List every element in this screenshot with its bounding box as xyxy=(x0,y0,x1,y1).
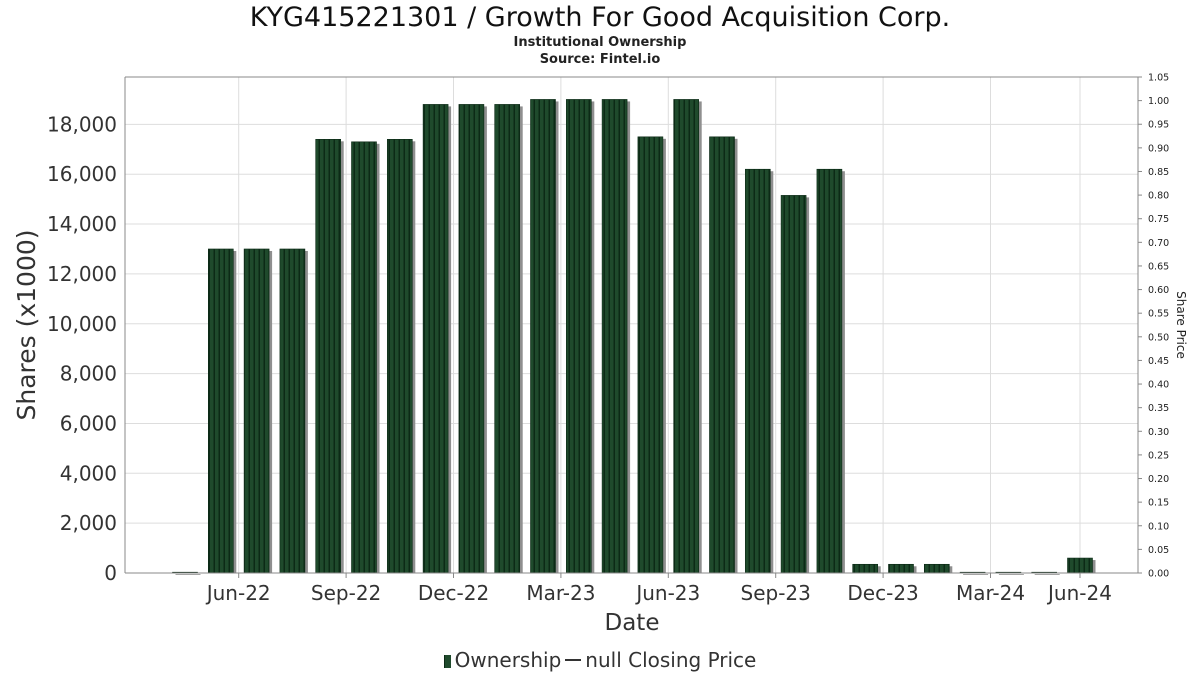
y2-tick-label: 0.90 xyxy=(1148,143,1169,154)
y2-tick-label: 0.20 xyxy=(1148,474,1169,485)
y2-tick-label: 0.60 xyxy=(1148,285,1169,296)
ownership-bar xyxy=(637,136,664,574)
y2-tick-label: 0.85 xyxy=(1148,167,1169,178)
y-tick-label: 16,000 xyxy=(47,162,117,186)
y2-tick-label: 0.05 xyxy=(1148,545,1169,556)
legend-ownership-label: Ownership xyxy=(454,648,562,672)
ownership-bar xyxy=(852,563,879,574)
x-tick-label: Jun-22 xyxy=(205,581,271,605)
y2-tick-label: 0.55 xyxy=(1148,309,1169,320)
ownership-bar xyxy=(422,104,449,574)
chart-title: KYG415221301 / Growth For Good Acquisiti… xyxy=(249,2,951,33)
ownership-bar xyxy=(744,168,771,574)
ownership-bar xyxy=(888,563,914,574)
x-tick-label: Jun-24 xyxy=(1046,581,1112,605)
ownership-bar xyxy=(923,563,950,574)
ownership-bar xyxy=(208,248,234,574)
chart-source: Source: Fintel.io xyxy=(539,52,661,67)
ownership-bar xyxy=(351,141,377,574)
legend: Ownership null Closing Price xyxy=(0,648,1200,672)
ownership-bar xyxy=(386,139,413,574)
y-tick-label: 4,000 xyxy=(60,461,117,485)
y2-tick-label: 0.15 xyxy=(1148,498,1169,509)
ownership-bar xyxy=(780,195,807,574)
y-tick-label: 14,000 xyxy=(47,212,117,236)
x-tick-label: Jun-23 xyxy=(634,581,700,605)
legend-price-label: null Closing Price xyxy=(585,648,757,672)
ownership-bar xyxy=(315,139,342,574)
ownership-bar xyxy=(494,104,521,574)
y2-tick-label: 0.80 xyxy=(1148,191,1169,202)
price-legend-swatch xyxy=(565,659,582,661)
y-tick-label: 8,000 xyxy=(60,362,117,386)
y2-tick-label: 0.40 xyxy=(1148,380,1169,391)
ownership-bar xyxy=(673,99,700,574)
ownership-chart: 0 2,000 4,000 6,000 8,000 10,000 12,000 14,000 1… xyxy=(12,73,1188,637)
y2-axis-title: Share Price xyxy=(1174,291,1188,359)
x-tick-label: Sep-22 xyxy=(311,581,381,605)
y-tick-label: 6,000 xyxy=(60,411,117,435)
x-tick-label: Mar-23 xyxy=(526,581,595,605)
y-tick-label: 10,000 xyxy=(47,312,117,336)
y2-tick-label: 1.00 xyxy=(1148,96,1169,107)
ownership-bar xyxy=(565,99,592,574)
ownership-bar xyxy=(243,248,270,574)
y-tick-label: 2,000 xyxy=(60,511,117,535)
ownership-bar xyxy=(530,99,556,574)
ownership-bar xyxy=(458,104,485,574)
x-tick-label: Dec-23 xyxy=(847,581,918,605)
bar-shadow xyxy=(998,574,1024,575)
y2-tick-label: 1.05 xyxy=(1148,73,1169,84)
x-tick-label: Mar-24 xyxy=(956,581,1025,605)
y2-tick-label: 0.10 xyxy=(1148,521,1169,532)
y-tick-label: 18,000 xyxy=(47,112,117,136)
chart-subtitle: Institutional Ownership xyxy=(513,35,687,50)
y-tick-label: 0 xyxy=(104,561,117,585)
y2-tick-label: 0.35 xyxy=(1148,403,1169,414)
y-tick-label: 12,000 xyxy=(47,262,117,286)
ownership-bar xyxy=(709,136,735,574)
x-tick-label: Dec-22 xyxy=(418,581,489,605)
plot-area xyxy=(125,77,1138,573)
y2-tick-label: 0.95 xyxy=(1148,120,1169,131)
y2-tick-label: 0.75 xyxy=(1148,214,1169,225)
bar-shadow xyxy=(175,574,201,575)
y2-tick-label: 0.30 xyxy=(1148,427,1169,438)
ownership-bar xyxy=(601,99,628,574)
y2-tick-label: 0.50 xyxy=(1148,332,1169,343)
x-tick-label: Sep-23 xyxy=(741,581,811,605)
ownership-bar xyxy=(279,248,306,574)
x-axis-title: Date xyxy=(605,610,660,636)
y2-tick-label: 0.65 xyxy=(1148,261,1169,272)
y2-tick-label: 0.25 xyxy=(1148,450,1169,461)
y2-tick-label: 0.70 xyxy=(1148,238,1169,249)
ownership-legend-swatch xyxy=(443,655,451,668)
y2-tick-label: 0.00 xyxy=(1148,569,1169,580)
bar-shadow xyxy=(1034,574,1060,575)
y2-tick-label: 0.45 xyxy=(1148,356,1169,367)
bar-shadow xyxy=(963,574,989,575)
y-axis-title: Shares (x1000) xyxy=(12,229,41,420)
ownership-bar xyxy=(816,168,843,574)
ownership-bar xyxy=(1067,557,1093,574)
